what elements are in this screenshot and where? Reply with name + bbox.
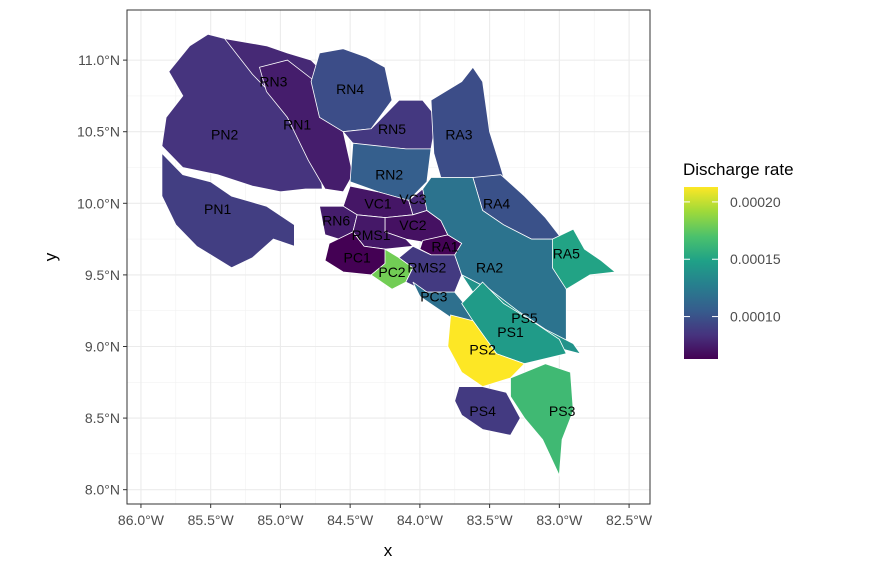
region-label-rn3: RN3 xyxy=(259,74,287,90)
region-ps4 xyxy=(454,386,521,436)
region-label-ps3: PS3 xyxy=(549,403,576,419)
region-ps3 xyxy=(510,363,574,477)
region-label-vc1: VC1 xyxy=(364,195,391,211)
x-tick-label: 85.0°W xyxy=(257,512,304,528)
x-tick-label: 83.0°W xyxy=(536,512,583,528)
region-label-pc2: PC2 xyxy=(378,264,405,280)
region-label-pc1: PC1 xyxy=(344,250,371,266)
region-label-ra3: RA3 xyxy=(445,127,472,143)
x-axis-title: x xyxy=(384,541,393,560)
y-tick-label: 10.5°N xyxy=(77,124,120,140)
legend-title: Discharge rate xyxy=(683,160,794,179)
region-label-ps4: PS4 xyxy=(469,403,496,419)
region-rms2 xyxy=(398,245,463,293)
region-rn1 xyxy=(259,59,354,193)
region-label-ps2: PS2 xyxy=(469,341,496,357)
region-label-ps5: PS5 xyxy=(511,310,538,326)
x-tick-label: 84.5°W xyxy=(327,512,374,528)
legend-ticks: 0.00010 0.00015 0.00020 xyxy=(684,194,781,325)
x-tick-label: 85.5°W xyxy=(188,512,235,528)
region-label-rms1: RMS1 xyxy=(352,227,391,243)
y-tick-label: 9.5°N xyxy=(85,267,120,283)
region-rn2 xyxy=(349,142,432,201)
y-axis-title: y xyxy=(41,252,60,261)
legend-tick-label: 0.00020 xyxy=(730,194,781,210)
region-label-ra4: RA4 xyxy=(483,195,510,211)
region-label-ra2: RA2 xyxy=(476,260,503,276)
region-label-rn6: RN6 xyxy=(322,212,350,228)
region-label-pn2: PN2 xyxy=(211,127,238,143)
legend-tick-label: 0.00015 xyxy=(730,251,781,267)
region-label-ra5: RA5 xyxy=(553,245,580,261)
legend: Discharge rate 0.00010 0.00015 0.00020 xyxy=(683,160,794,359)
y-tick-label: 8.0°N xyxy=(85,482,120,498)
x-axis-ticks: 86.0°W 85.5°W 85.0°W 84.5°W 84.0°W 83.5°W 83.0… xyxy=(118,504,653,528)
region-label-vc2: VC2 xyxy=(399,217,426,233)
region-label-rms2: RMS2 xyxy=(407,260,446,276)
region-ra5 xyxy=(552,228,617,290)
y-axis-ticks: 8.0°N 8.5°N 9.0°N 9.5°N 10.0°N 10.5°N 11.0°N xyxy=(77,52,127,498)
y-tick-label: 9.0°N xyxy=(85,338,120,354)
panel-border xyxy=(126,9,651,505)
x-tick-label: 83.5°W xyxy=(467,512,514,528)
region-label-pc3: PC3 xyxy=(420,288,447,304)
x-tick-label: 82.5°W xyxy=(606,512,653,528)
region-ps1 xyxy=(461,281,567,365)
region-label-vc3: VC3 xyxy=(399,191,426,207)
region-label-rn5: RN5 xyxy=(378,121,406,137)
y-tick-label: 8.5°N xyxy=(85,410,120,426)
y-tick-label: 10.0°N xyxy=(77,195,120,211)
region-label-ra1: RA1 xyxy=(431,238,458,254)
x-tick-label: 84.0°W xyxy=(397,512,444,528)
region-label-ps1: PS1 xyxy=(497,324,524,340)
region-label-pn1: PN1 xyxy=(204,201,231,217)
x-tick-label: 86.0°W xyxy=(118,512,165,528)
region-label-rn4: RN4 xyxy=(336,81,364,97)
region-label-rn2: RN2 xyxy=(375,167,403,183)
legend-tick-label: 0.00010 xyxy=(730,309,781,325)
y-tick-label: 11.0°N xyxy=(78,52,120,68)
region-label-rn1: RN1 xyxy=(283,117,311,133)
region-rn4 xyxy=(310,48,393,133)
region-pn1 xyxy=(161,152,295,269)
regions-layer xyxy=(161,33,617,477)
legend-colorbar xyxy=(684,187,718,359)
